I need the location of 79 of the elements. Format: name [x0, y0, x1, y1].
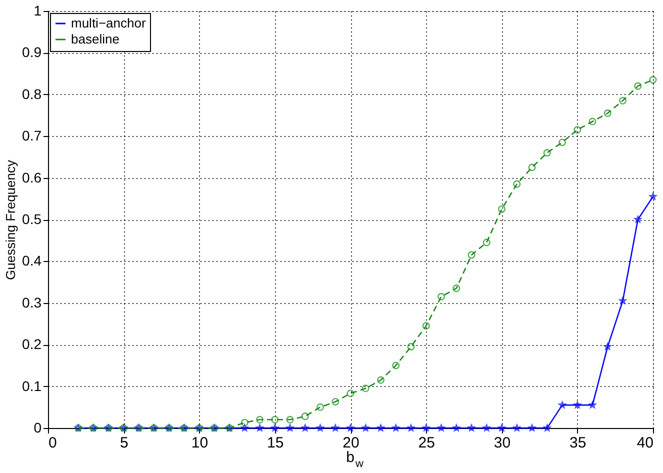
point	[482, 238, 490, 246]
x-tick-label: 35	[570, 434, 586, 452]
point	[634, 216, 642, 223]
point	[437, 292, 446, 300]
y-tick-label: 1	[34, 2, 42, 18]
point	[438, 424, 445, 432]
x-tick-label: 30	[494, 434, 511, 452]
point	[362, 424, 370, 432]
y-tick-label: 0.1	[22, 378, 42, 394]
x-tick-label: 15	[267, 434, 284, 452]
point	[332, 398, 340, 406]
x-tick-label: 5	[120, 434, 128, 452]
point	[574, 401, 581, 408]
x-tick-label: 0	[48, 434, 57, 452]
point	[498, 205, 506, 213]
point	[649, 192, 657, 200]
y-tick-label: 0.4	[22, 252, 42, 269]
point	[286, 424, 294, 432]
point	[619, 297, 626, 304]
point	[271, 424, 278, 432]
point	[377, 424, 384, 432]
point	[256, 424, 264, 432]
point	[558, 138, 566, 146]
y-tick-label: 0.6	[22, 169, 42, 186]
y-tick-label: 0.2	[22, 336, 42, 352]
point	[498, 424, 506, 432]
point	[407, 424, 415, 432]
y-tick-label: 0.9	[22, 44, 42, 60]
point	[346, 390, 354, 398]
point	[513, 424, 520, 432]
x-tick-label: 20	[342, 434, 360, 452]
point	[241, 424, 248, 432]
point	[316, 424, 324, 432]
point	[376, 376, 385, 384]
point	[528, 424, 536, 432]
point	[240, 418, 248, 426]
x-tick-label: 40	[636, 434, 654, 452]
point	[468, 424, 476, 432]
y-tick-label: 0.3	[22, 294, 42, 310]
x-tick-label: 25	[418, 434, 435, 452]
legend-label: multi−anchor	[71, 16, 146, 30]
point	[286, 416, 294, 424]
point	[618, 96, 627, 104]
point	[271, 416, 279, 424]
point	[392, 362, 400, 370]
point	[452, 284, 460, 292]
point	[513, 180, 521, 188]
point	[604, 109, 612, 117]
point	[392, 424, 400, 432]
point	[544, 424, 551, 432]
y-tick-label: 0	[34, 420, 42, 436]
x-tick-label: 10	[191, 434, 208, 452]
point	[649, 76, 657, 84]
point	[604, 342, 612, 350]
point	[346, 424, 354, 432]
point	[422, 322, 430, 330]
point	[483, 424, 490, 432]
point	[302, 424, 309, 432]
point	[316, 403, 324, 411]
point	[588, 118, 596, 126]
point	[588, 401, 596, 408]
y-tick-label: 0.8	[22, 86, 42, 102]
point	[452, 424, 460, 432]
point	[634, 82, 642, 90]
point	[574, 126, 582, 134]
point	[362, 384, 370, 392]
y-tick-label: 0.5	[22, 211, 42, 227]
y-tick-label: 0.7	[22, 128, 42, 144]
point	[528, 164, 536, 172]
y-axis-title: Guessing Frequency	[3, 160, 18, 280]
point	[301, 412, 309, 420]
point	[468, 251, 476, 259]
point	[558, 401, 566, 408]
point	[256, 416, 264, 424]
point	[543, 149, 551, 157]
point	[422, 424, 430, 432]
point	[332, 424, 339, 432]
point	[407, 342, 415, 350]
legend-label: baseline	[71, 32, 120, 46]
